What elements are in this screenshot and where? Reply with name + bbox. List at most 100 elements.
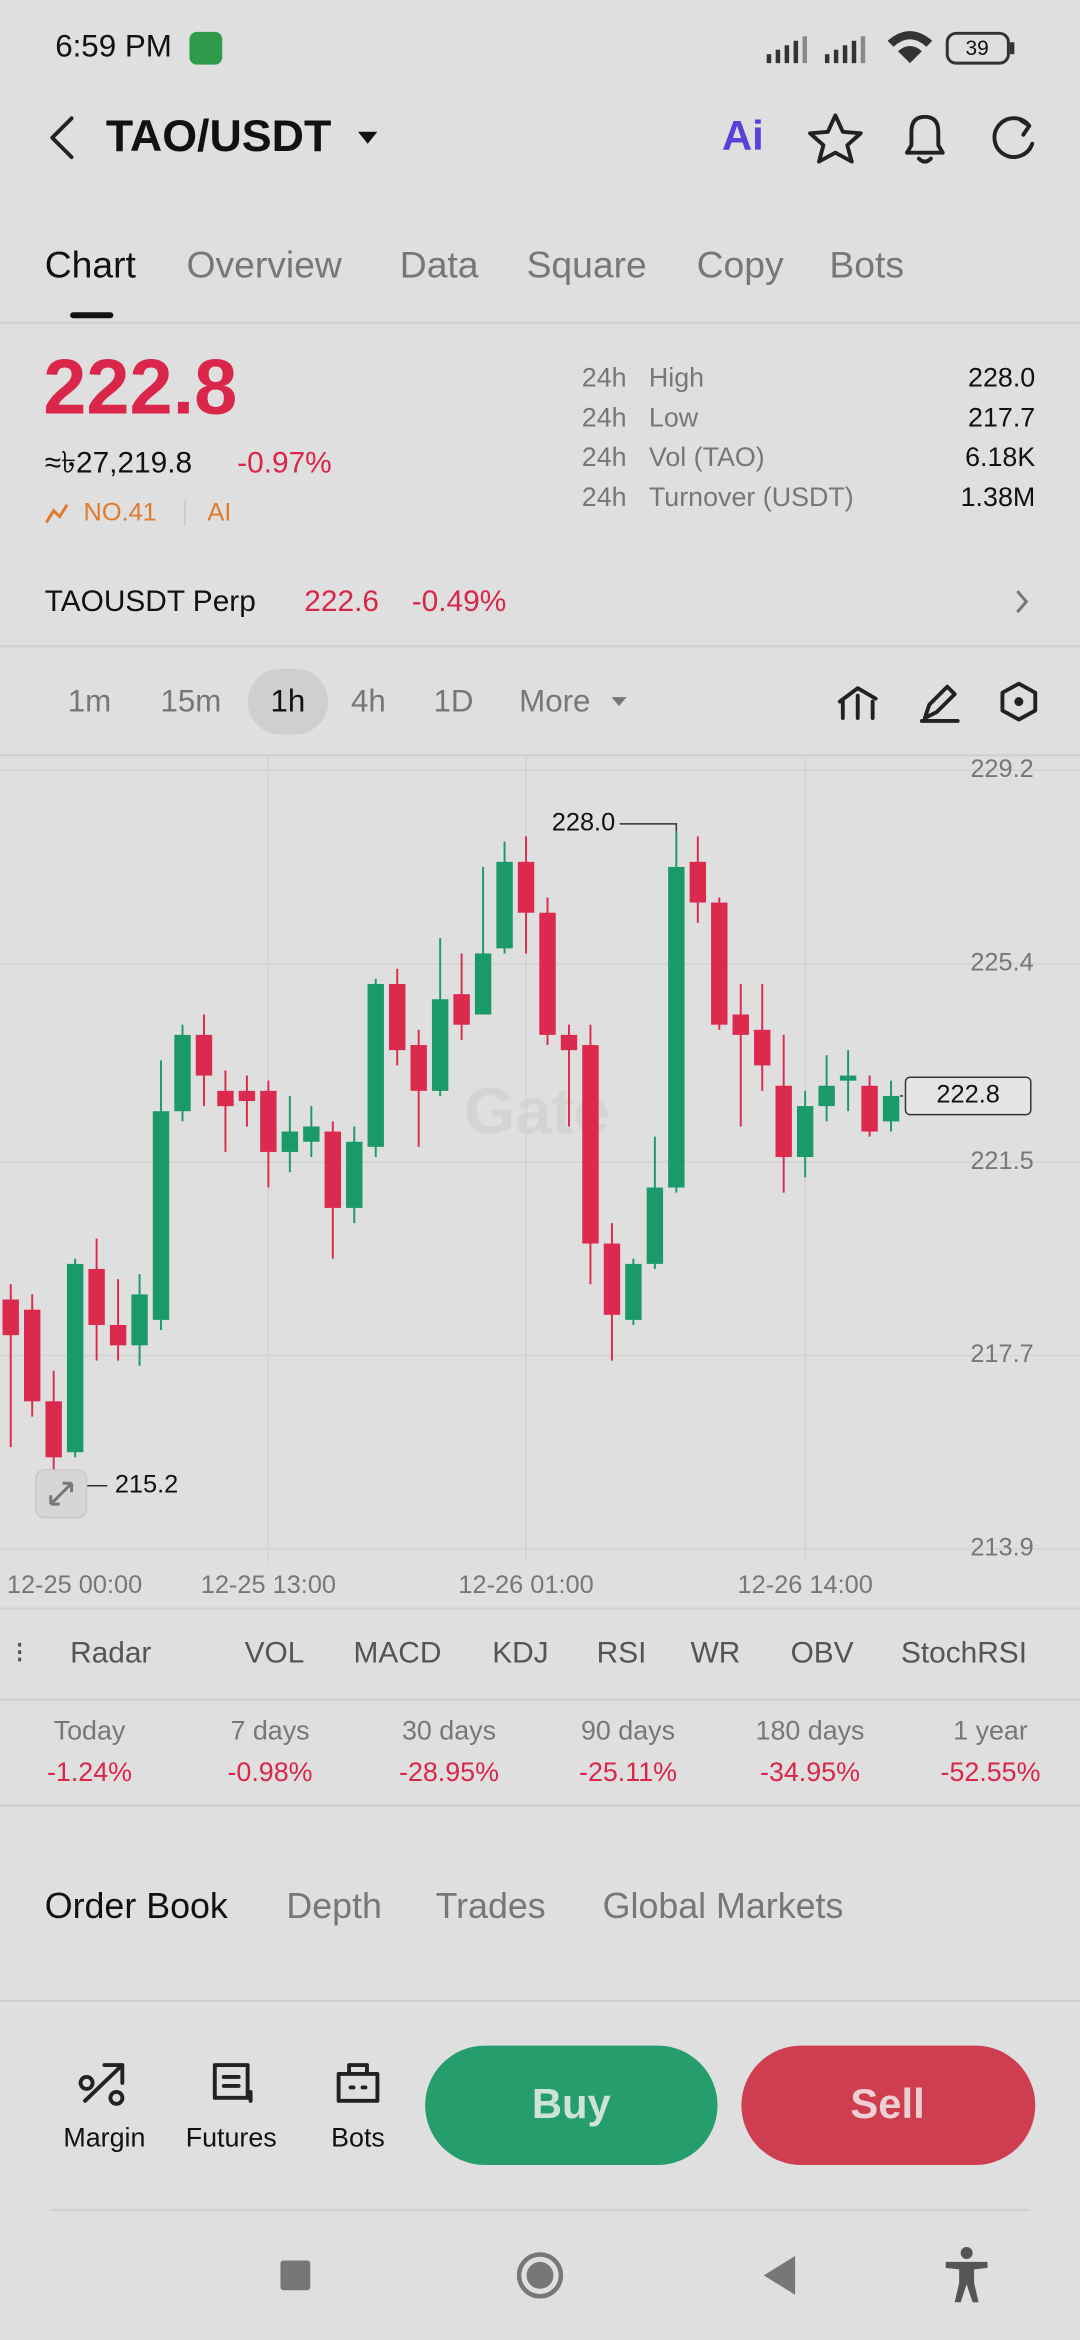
book-tab[interactable]: Global Markets xyxy=(603,1886,844,1926)
candle-body xyxy=(711,902,728,1025)
perf-change: -25.11% xyxy=(579,1757,677,1787)
indicator-tab[interactable]: KDJ xyxy=(492,1637,548,1670)
battery-level: 39 xyxy=(965,37,988,60)
margin-icon[interactable] xyxy=(78,2063,125,2106)
back-button[interactable] xyxy=(50,116,74,160)
candle-body xyxy=(732,1014,749,1035)
perp-change: -0.49% xyxy=(412,585,507,618)
app-icon xyxy=(189,31,223,65)
x-tick-label: 12-25 13:00 xyxy=(201,1571,336,1599)
draw-button[interactable] xyxy=(919,684,960,723)
battery xyxy=(945,31,1010,65)
stat-name: Vol (TAO) xyxy=(649,442,765,472)
candle-body xyxy=(496,861,513,949)
candle-body xyxy=(389,983,406,1051)
candle-body xyxy=(453,994,470,1025)
interval[interactable]: 1D xyxy=(433,683,473,718)
nav-accessibility[interactable] xyxy=(945,2247,988,2303)
bots-icon[interactable] xyxy=(336,2063,380,2103)
indicator-tab[interactable]: OBV xyxy=(791,1637,854,1670)
perp-name[interactable]: TAOUSDT Perp xyxy=(45,585,256,618)
pair-title[interactable]: TAO/USDT xyxy=(106,111,331,161)
indicator-button[interactable] xyxy=(837,686,878,720)
candle-body xyxy=(775,1085,792,1158)
indicator-tab[interactable]: Radar xyxy=(70,1637,151,1670)
pair-dropdown[interactable] xyxy=(358,131,378,144)
interval[interactable]: 1m xyxy=(68,683,112,718)
indicator-tab[interactable]: RSI xyxy=(597,1637,647,1670)
futures-label[interactable]: Futures xyxy=(186,2123,277,2153)
settings-button[interactable] xyxy=(1000,681,1038,722)
tab[interactable]: Overview xyxy=(186,243,342,285)
nav-recents[interactable] xyxy=(280,2260,311,2291)
high-marker xyxy=(619,823,678,832)
perf-change: -0.98% xyxy=(227,1757,312,1787)
y-tick-label: 217.7 xyxy=(970,1340,1033,1368)
rank[interactable]: NO.41 xyxy=(84,498,157,526)
candle-body xyxy=(582,1045,599,1244)
futures-icon[interactable] xyxy=(212,2063,253,2103)
stat-name: Low xyxy=(649,402,699,432)
interval-more[interactable]: More xyxy=(519,683,590,718)
perf-change: -52.55% xyxy=(941,1757,1041,1787)
indicator-list: Radar VOL MACD KDJ RSI WR OBV StochRSI xyxy=(70,1637,1027,1670)
candle-body xyxy=(367,983,384,1147)
perp-chevron[interactable] xyxy=(1016,590,1029,614)
candle-body xyxy=(818,1085,835,1107)
stats: 24h High 228.0 24h Low 217.7 24h Vol (TAO) 6.18K… xyxy=(582,362,1036,511)
buy-label[interactable]: Buy xyxy=(532,2080,611,2127)
margin-label[interactable]: Margin xyxy=(63,2123,145,2153)
book-tab-active[interactable]: Order Book xyxy=(45,1886,228,1926)
candle-body xyxy=(24,1309,41,1402)
book-tab[interactable]: Depth xyxy=(286,1886,382,1926)
favorite-button[interactable] xyxy=(808,113,863,164)
interval[interactable]: 4h xyxy=(351,683,386,718)
candle-body xyxy=(474,953,492,1015)
tab-active[interactable]: Chart xyxy=(45,243,137,285)
tab[interactable]: Data xyxy=(400,243,479,285)
candle-body xyxy=(238,1090,256,1102)
book-tab[interactable]: Trades xyxy=(436,1886,546,1926)
performance: Today -1.24% 7 days -0.98% 30 days -28.95% 90 … xyxy=(47,1715,1041,1787)
signal-icons xyxy=(766,31,933,64)
perf-change: -28.95% xyxy=(399,1757,499,1787)
tab[interactable]: Square xyxy=(527,243,647,285)
expand-icon xyxy=(49,1481,74,1506)
x-tick-label: 12-26 01:00 xyxy=(458,1571,593,1599)
candle-body xyxy=(668,866,685,1188)
buy-button[interactable] xyxy=(425,2045,718,2165)
tab[interactable]: Copy xyxy=(697,243,784,285)
nav-back[interactable] xyxy=(763,2255,796,2295)
sell-label[interactable]: Sell xyxy=(850,2080,924,2127)
y-tick-label: 225.4 xyxy=(970,948,1033,976)
refresh-button[interactable] xyxy=(992,116,1035,159)
interval-active[interactable]: 1h xyxy=(270,683,305,718)
interval[interactable]: 15m xyxy=(160,683,221,718)
settings-dot xyxy=(1014,697,1024,707)
perf-change: -1.24% xyxy=(47,1757,132,1787)
nav-home[interactable] xyxy=(516,2252,564,2299)
candle-body xyxy=(109,1324,127,1346)
candle-body xyxy=(324,1131,342,1208)
ai-button[interactable]: Ai xyxy=(722,112,764,159)
perf-period: 7 days xyxy=(230,1715,309,1745)
candle-body xyxy=(281,1131,299,1152)
indicator-tab[interactable]: MACD xyxy=(354,1637,442,1670)
alert-button[interactable] xyxy=(905,114,945,164)
candle-body xyxy=(517,861,535,913)
tab[interactable]: Bots xyxy=(829,243,904,285)
sell-button[interactable] xyxy=(741,2045,1036,2165)
ai-tag[interactable]: AI xyxy=(207,498,231,526)
candle-body xyxy=(560,1034,578,1051)
candle-body xyxy=(195,1034,213,1076)
candle-body xyxy=(625,1263,642,1320)
indicator-tab[interactable]: StochRSI xyxy=(901,1637,1027,1670)
candle-body xyxy=(839,1075,857,1081)
indicator-tab[interactable]: VOL xyxy=(245,1637,305,1670)
indicator-tab[interactable]: WR xyxy=(691,1637,741,1670)
bots-label[interactable]: Bots xyxy=(331,2123,385,2153)
